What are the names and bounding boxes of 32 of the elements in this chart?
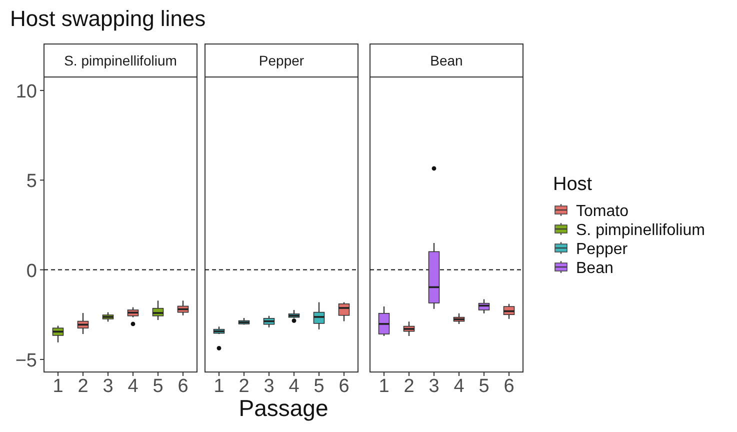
legend-title: Host: [553, 174, 593, 195]
x-tick-label: 4: [128, 376, 139, 397]
x-tick-label: 2: [78, 376, 88, 397]
x-tick-label: 1: [52, 376, 64, 397]
x-tick-label: 6: [504, 376, 514, 397]
legend-label: Bean: [576, 260, 614, 277]
x-axis-title: Passage: [238, 395, 328, 421]
x-tick-label: 3: [264, 376, 274, 397]
x-tick-label: 1: [214, 376, 224, 397]
legend-label: Pepper: [576, 241, 628, 258]
y-tick-label: 10: [16, 81, 37, 102]
x-tick-label: 5: [152, 376, 164, 397]
y-tick-label: −5: [15, 350, 37, 372]
chart-subtitle: Pepper: [258, 52, 304, 68]
legend-label: Tomato: [576, 203, 629, 220]
x-tick-label: 6: [178, 376, 188, 397]
y-tick-label: 0: [26, 260, 37, 282]
chart-subtitle: Bean: [430, 52, 463, 68]
x-tick-label: 2: [404, 376, 414, 397]
legend-label: S. pimpinellifolium: [576, 222, 705, 239]
x-tick-label: 5: [314, 376, 324, 397]
x-tick-label: 5: [478, 376, 490, 397]
chart-subtitle: S. pimpinellifolium: [64, 52, 177, 68]
x-tick-label: 2: [238, 376, 250, 397]
x-tick-label: 6: [338, 376, 350, 397]
x-tick-label: 4: [288, 376, 300, 397]
x-tick-label: 3: [102, 376, 114, 397]
x-tick-label: 1: [378, 376, 390, 397]
chart-title: Host swapping lines: [10, 6, 206, 31]
x-tick-label: 3: [428, 376, 440, 397]
x-tick-label: 4: [454, 376, 465, 397]
y-tick-label: 5: [26, 171, 37, 192]
